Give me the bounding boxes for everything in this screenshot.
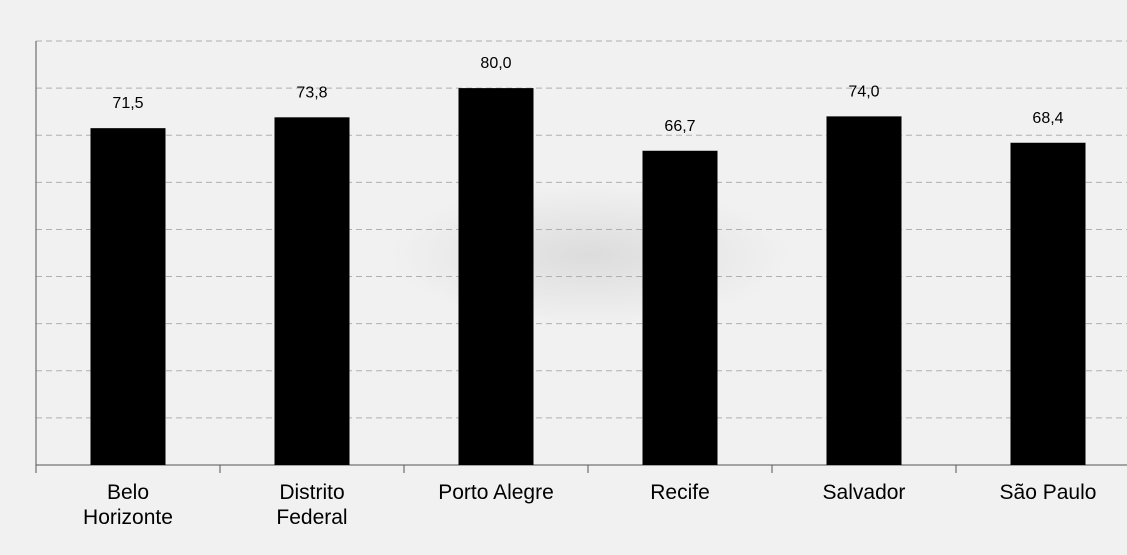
x-tick-label: Belo Horizonte [83,481,173,529]
bar [1010,142,1086,465]
bar [274,117,350,465]
x-tick-label: Salvador [822,481,906,504]
value-label: 71,5 [112,95,143,112]
x-tick-label: Porto Alegre [438,481,554,504]
bar [642,150,718,465]
bar [90,128,166,465]
bar [826,116,902,465]
value-label: 73,8 [296,84,327,101]
bar [458,88,534,465]
x-tick-label: Recife [650,481,710,504]
value-label: 74,0 [848,83,879,100]
x-tick-label: Distrito Federal [276,481,348,529]
value-label: 66,7 [664,118,695,135]
value-label: 80,0 [480,55,511,72]
x-tick-label: São Paulo [999,481,1097,504]
value-label: 68,4 [1032,110,1063,127]
